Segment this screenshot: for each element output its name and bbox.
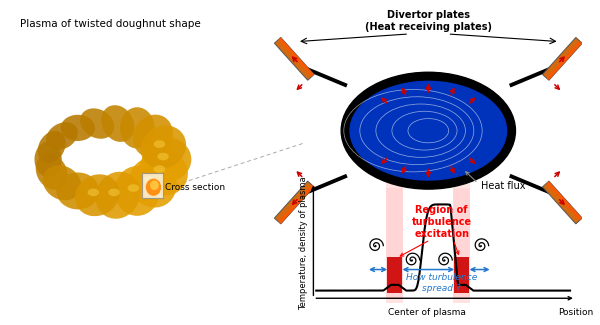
Ellipse shape <box>353 83 503 178</box>
Ellipse shape <box>154 140 165 148</box>
Ellipse shape <box>341 72 515 189</box>
Ellipse shape <box>389 106 468 156</box>
Text: Plasma of twisted doughnut shape: Plasma of twisted doughnut shape <box>20 19 201 29</box>
Bar <box>454 257 469 293</box>
Text: Heat flux: Heat flux <box>481 181 526 191</box>
Ellipse shape <box>150 180 159 190</box>
Ellipse shape <box>38 131 66 163</box>
Ellipse shape <box>374 97 482 165</box>
Text: Divertor plates
(Heat receiving plates): Divertor plates (Heat receiving plates) <box>365 10 492 32</box>
Ellipse shape <box>101 105 134 142</box>
Ellipse shape <box>95 172 140 219</box>
Polygon shape <box>542 181 582 224</box>
Ellipse shape <box>140 125 186 168</box>
Ellipse shape <box>371 94 486 167</box>
Ellipse shape <box>382 101 475 160</box>
Polygon shape <box>278 37 314 77</box>
Ellipse shape <box>157 153 169 160</box>
Text: How turbulence
spread ?: How turbulence spread ? <box>406 273 478 293</box>
Bar <box>453 188 470 298</box>
Ellipse shape <box>61 115 95 141</box>
Polygon shape <box>547 181 582 220</box>
Bar <box>386 78 403 303</box>
Ellipse shape <box>80 108 115 139</box>
Ellipse shape <box>378 99 479 162</box>
Ellipse shape <box>88 188 99 196</box>
Ellipse shape <box>154 165 165 173</box>
Text: Temperature, density of plasma: Temperature, density of plasma <box>299 176 308 310</box>
Bar <box>386 188 403 298</box>
Text: Position: Position <box>558 308 593 317</box>
Ellipse shape <box>407 117 450 144</box>
Ellipse shape <box>56 173 100 209</box>
Ellipse shape <box>143 176 155 184</box>
Ellipse shape <box>146 178 161 196</box>
Ellipse shape <box>356 85 500 176</box>
Ellipse shape <box>425 128 432 133</box>
Ellipse shape <box>115 166 160 216</box>
Text: Region of
turbulence
excitation: Region of turbulence excitation <box>412 205 472 239</box>
Ellipse shape <box>418 124 439 137</box>
Ellipse shape <box>108 188 120 196</box>
Text: Cross section: Cross section <box>165 183 225 192</box>
Ellipse shape <box>133 115 173 157</box>
Ellipse shape <box>410 119 446 142</box>
Bar <box>387 257 403 293</box>
Ellipse shape <box>34 142 62 177</box>
Bar <box>142 173 163 198</box>
Ellipse shape <box>120 107 155 149</box>
Polygon shape <box>542 37 582 80</box>
Ellipse shape <box>400 112 457 149</box>
Ellipse shape <box>385 103 472 158</box>
Polygon shape <box>278 185 314 224</box>
Ellipse shape <box>142 137 191 182</box>
Polygon shape <box>274 181 314 224</box>
Ellipse shape <box>392 108 464 153</box>
Ellipse shape <box>421 126 436 135</box>
Ellipse shape <box>364 90 493 172</box>
Ellipse shape <box>396 110 461 151</box>
Text: Center of plasma: Center of plasma <box>388 308 466 317</box>
Ellipse shape <box>414 122 443 140</box>
Ellipse shape <box>36 154 68 190</box>
Polygon shape <box>274 37 314 80</box>
Bar <box>453 78 470 303</box>
Ellipse shape <box>349 81 507 181</box>
Ellipse shape <box>403 115 454 147</box>
Ellipse shape <box>360 87 497 174</box>
Ellipse shape <box>129 158 176 208</box>
Ellipse shape <box>43 165 81 200</box>
Polygon shape <box>547 41 582 80</box>
Ellipse shape <box>128 184 139 192</box>
Ellipse shape <box>46 122 78 150</box>
Ellipse shape <box>75 174 119 216</box>
Ellipse shape <box>139 148 188 195</box>
Ellipse shape <box>367 92 490 169</box>
